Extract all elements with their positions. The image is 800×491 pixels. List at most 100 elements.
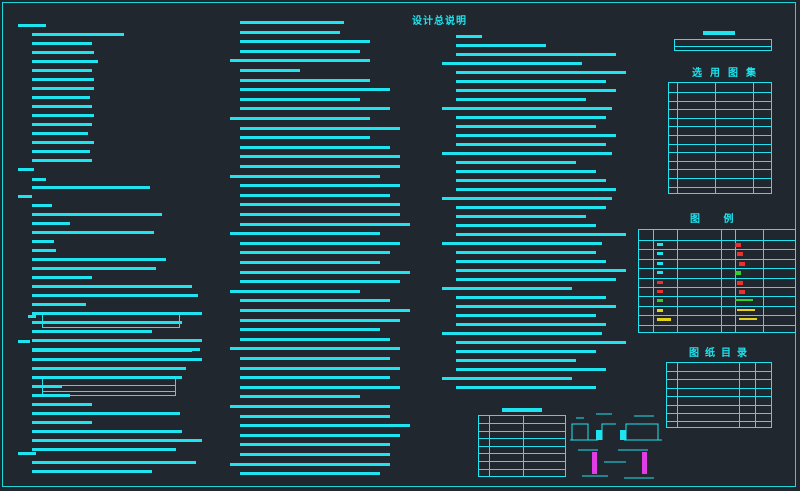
note-line (240, 31, 340, 34)
note-line (240, 443, 390, 446)
legend-symbol-left (657, 252, 663, 256)
note-line (456, 215, 586, 218)
note-line (240, 453, 390, 456)
note-line (32, 87, 94, 90)
note-line (240, 357, 390, 360)
note-line (32, 51, 94, 54)
note-line (456, 116, 606, 119)
note-line (240, 98, 360, 101)
note-line (240, 21, 344, 24)
notes-table-1 (42, 314, 180, 328)
legend-title: 图 例 (690, 214, 744, 225)
note-line (32, 258, 166, 261)
note-line (240, 319, 400, 322)
note-line (456, 89, 616, 92)
note-line (32, 430, 182, 433)
note-line (456, 224, 596, 227)
note-line (456, 233, 626, 236)
note-line (442, 287, 572, 290)
note-line (456, 134, 616, 137)
note-line (32, 204, 52, 207)
note-line (32, 330, 152, 333)
note-line (32, 285, 192, 288)
equipment-table-title: 选用图集 (692, 68, 764, 79)
note-line (456, 143, 606, 146)
note-line (240, 223, 410, 226)
note-line (32, 412, 180, 415)
note-line (32, 249, 56, 252)
note-line (32, 105, 92, 108)
note-line (456, 314, 596, 317)
note-line (32, 461, 196, 464)
note-line (32, 321, 182, 324)
drawing-index-table (666, 362, 772, 428)
note-line (456, 341, 626, 344)
note-line (240, 127, 400, 130)
note-line (32, 439, 202, 442)
note-line (240, 50, 360, 53)
legend-symbol (739, 318, 757, 321)
note-line (456, 296, 606, 299)
note-line (32, 132, 88, 135)
note-line (32, 240, 54, 243)
legend-symbol (737, 308, 755, 311)
note-line (240, 242, 400, 245)
note-line (442, 332, 602, 335)
note-line (230, 463, 390, 466)
note-line (240, 376, 390, 379)
note-line (240, 386, 400, 389)
note-line (230, 405, 390, 408)
note-line (456, 323, 606, 326)
note-line (240, 213, 400, 216)
note-line (32, 186, 150, 189)
note-line (442, 107, 612, 110)
legend-symbol (739, 261, 745, 266)
notes-table-2 (42, 378, 176, 396)
note-line (240, 79, 370, 82)
legend-symbol (735, 271, 741, 276)
legend-symbol-left (657, 290, 663, 293)
note-line (456, 170, 596, 173)
note-line (32, 312, 202, 315)
note-line (230, 175, 380, 178)
note-line (230, 232, 380, 235)
note-line (456, 188, 616, 191)
note-line (32, 96, 90, 99)
note-line (456, 368, 606, 371)
note-line (240, 434, 400, 437)
legend-symbol-left (657, 318, 671, 322)
note-line (240, 251, 390, 254)
note-line (456, 125, 596, 128)
legend-symbol-left (657, 261, 663, 265)
note-line (32, 403, 92, 406)
note-line (442, 152, 612, 155)
note-line (32, 303, 86, 306)
top-right-table (674, 39, 772, 51)
note-line (456, 44, 546, 47)
legend-symbol-left (657, 271, 663, 275)
bottom-table (478, 415, 566, 477)
note-line (456, 53, 616, 56)
note-line (18, 452, 36, 455)
note-line (456, 35, 482, 38)
note-line (32, 33, 124, 36)
note-line (240, 261, 380, 264)
top-right-table-header (703, 31, 735, 35)
note-line (32, 213, 162, 216)
note-line (230, 347, 400, 350)
note-line (32, 150, 90, 153)
note-line (456, 386, 596, 389)
note-line (240, 184, 400, 187)
note-line (456, 350, 596, 353)
legend-symbol (737, 280, 743, 285)
note-line (240, 299, 390, 302)
note-line (240, 395, 360, 398)
note-line (456, 359, 576, 362)
note-line (230, 290, 360, 293)
legend-table (638, 229, 796, 333)
legend-symbol-left (657, 308, 663, 312)
note-line (240, 203, 400, 206)
note-line (240, 328, 380, 331)
note-line (456, 260, 606, 263)
note-line (32, 470, 152, 473)
